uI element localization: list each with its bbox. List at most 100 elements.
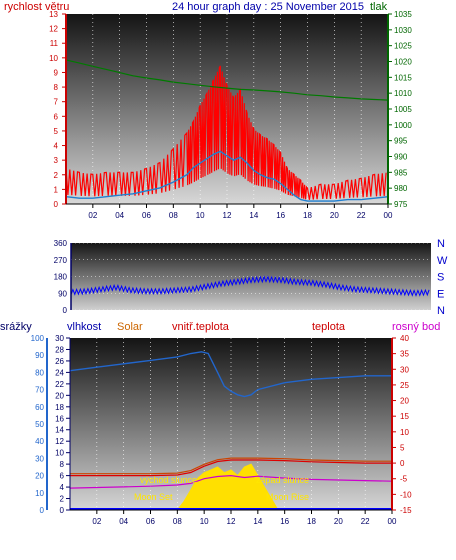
- top-x-tick-label: 10: [196, 211, 205, 220]
- top-x-tick-label: 16: [276, 211, 285, 220]
- wind-axis-label: 11: [50, 39, 59, 48]
- indoor-temp-line: [70, 457, 392, 475]
- moon-rise-annotation: Moon Rise: [266, 492, 309, 502]
- top-x-tick-label: 02: [88, 211, 97, 220]
- bottom-x-tick-label: 00: [388, 517, 397, 526]
- bottom-x-tick-label: 08: [173, 517, 182, 526]
- temp-axis-label: -15: [400, 506, 412, 515]
- pressure-axis-label: 985: [394, 168, 408, 177]
- wind-axis-label: 7: [54, 98, 59, 107]
- sunrise-annotation: východ slunce: [140, 475, 197, 485]
- compass-label: N: [437, 238, 445, 250]
- rain-axis-label: 30: [35, 454, 44, 463]
- rain-axis-label: 70: [35, 386, 44, 395]
- bottom-x-tick-label: 22: [361, 517, 370, 526]
- pressure-axis-label: 1020: [394, 58, 412, 67]
- wind-axis-label: 9: [54, 68, 59, 77]
- top-x-tick-label: 04: [115, 211, 124, 220]
- temp-axis-label: 5: [400, 443, 405, 452]
- wind-gust-line: [65, 65, 387, 200]
- temp-axis-label: -10: [400, 490, 412, 499]
- rain-axis-label: 0: [40, 506, 45, 515]
- pressure-label: tlak: [370, 1, 388, 13]
- top-x-tick-label: 14: [249, 211, 258, 220]
- pressure-axis-label: 1025: [394, 42, 412, 51]
- direction-axis-label: 180: [54, 273, 68, 282]
- temp-axis-label: 0: [400, 459, 405, 468]
- pressure-axis-label: 995: [394, 137, 408, 146]
- top-x-tick-label: 18: [303, 211, 312, 220]
- humidity-axis-label: 16: [55, 414, 64, 423]
- rain-axis-label: 10: [35, 489, 44, 498]
- wind-axis-label: 4: [54, 142, 59, 151]
- temperature-label: teplota: [312, 321, 346, 333]
- rain-axis-label: 20: [35, 472, 44, 481]
- temp-axis-label: 30: [400, 365, 409, 374]
- compass-label: W: [437, 255, 448, 267]
- temperature-line: [70, 459, 392, 477]
- bottom-x-tick-label: 14: [253, 517, 262, 526]
- compass-label: S: [437, 272, 444, 284]
- pressure-axis-label: 975: [394, 200, 408, 209]
- humidity-axis-label: 14: [55, 426, 64, 435]
- humidity-axis-label: 26: [55, 357, 64, 366]
- pressure-axis-label: 1035: [394, 10, 412, 19]
- rain-axis-label: 50: [35, 420, 44, 429]
- temp-axis-label: 40: [400, 334, 409, 343]
- rain-label: srážky: [0, 321, 32, 333]
- humidity-axis-label: 24: [55, 368, 64, 377]
- humidity-axis-label: 8: [60, 460, 65, 469]
- direction-axis-label: 90: [58, 289, 67, 298]
- wind-direction-line: [70, 275, 430, 297]
- rain-axis-label: 60: [35, 403, 44, 412]
- rain-axis-label: 80: [35, 368, 44, 377]
- direction-axis-label: 360: [54, 239, 68, 248]
- wind-axis-label: 6: [54, 112, 59, 121]
- rain-axis-label: 100: [31, 334, 45, 343]
- humidity-axis-label: 30: [55, 334, 64, 343]
- compass-label: N: [437, 305, 445, 317]
- humidity-axis-label: 20: [55, 391, 64, 400]
- bottom-x-tick-label: 04: [119, 517, 128, 526]
- bottom-x-tick-label: 02: [92, 517, 101, 526]
- humidity-axis-label: 2: [60, 495, 65, 504]
- solar-label: Solar: [117, 321, 143, 333]
- wind-axis-label: 8: [54, 83, 59, 92]
- top-x-tick-label: 06: [142, 211, 151, 220]
- bottom-x-tick-label: 18: [307, 517, 316, 526]
- humidity-axis-label: 22: [55, 380, 64, 389]
- dewpoint-label: rosný bod: [392, 321, 440, 333]
- wind-axis-label: 3: [54, 156, 59, 165]
- temp-axis-label: -5: [400, 475, 408, 484]
- pressure-axis-label: 1030: [394, 26, 412, 35]
- humidity-label: vlhkost: [67, 321, 101, 333]
- top-x-tick-label: 08: [169, 211, 178, 220]
- humidity-axis-label: 0: [60, 506, 65, 515]
- graph-title: 24 hour graph day : 25 November 2015: [172, 1, 364, 13]
- bottom-x-tick-label: 12: [227, 517, 236, 526]
- pressure-axis-label: 1000: [394, 121, 412, 130]
- temp-axis-label: 25: [400, 381, 409, 390]
- wind-axis-label: 13: [49, 10, 58, 19]
- top-x-tick-label: 12: [223, 211, 232, 220]
- humidity-axis-label: 18: [55, 403, 64, 412]
- wind-average-line: [65, 150, 389, 202]
- temp-axis-label: 10: [400, 428, 409, 437]
- top-x-tick-label: 22: [357, 211, 366, 220]
- humidity-axis-label: 10: [55, 449, 64, 458]
- humidity-axis-label: 4: [60, 483, 65, 492]
- humidity-line: [69, 351, 392, 398]
- wind-axis-label: 12: [49, 25, 58, 34]
- bottom-x-tick-label: 20: [334, 517, 343, 526]
- dewpoint-line: [69, 474, 393, 489]
- direction-axis-label: 0: [63, 306, 68, 315]
- pressure-axis-label: 990: [394, 153, 408, 162]
- wind-axis-label: 2: [54, 171, 59, 180]
- rain-axis-label: 40: [35, 437, 44, 446]
- pressure-axis-label: 1015: [394, 73, 412, 82]
- pressure-axis-label: 1005: [394, 105, 412, 114]
- bottom-x-tick-label: 10: [200, 517, 209, 526]
- top-x-tick-label: 00: [384, 211, 393, 220]
- humidity-axis-label: 12: [55, 437, 64, 446]
